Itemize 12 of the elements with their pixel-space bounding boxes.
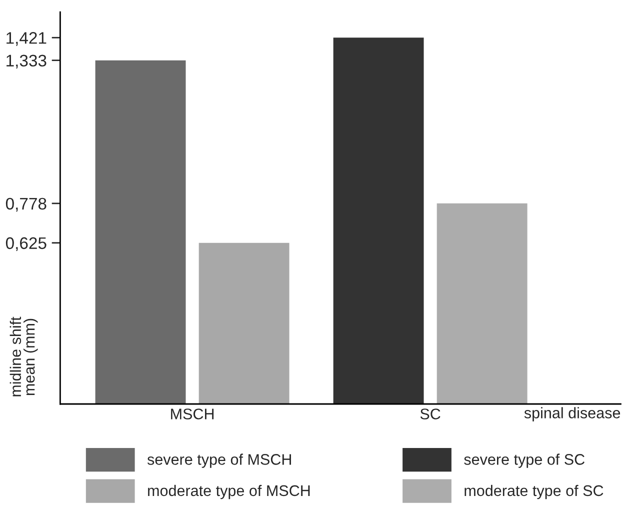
legend-label: severe type of MSCH [147,454,291,468]
legend-label: moderate type of MSCH [148,484,310,500]
x-axis-title: spinal disease [524,407,620,422]
y-tick-label: 0,625 [6,237,46,252]
y-axis-title: midline shift mean (mm) [10,316,38,396]
legend-label: severe type of SC [464,454,585,468]
y-tick-label: 1,333 [6,54,46,69]
y-tick-label: 1,421 [6,32,46,46]
y-tick-label: 0,778 [6,198,46,212]
x-tick-label: MSCH [171,408,214,420]
legend-label: moderate type of SC [464,484,604,500]
x-tick-label: SC [420,408,440,420]
